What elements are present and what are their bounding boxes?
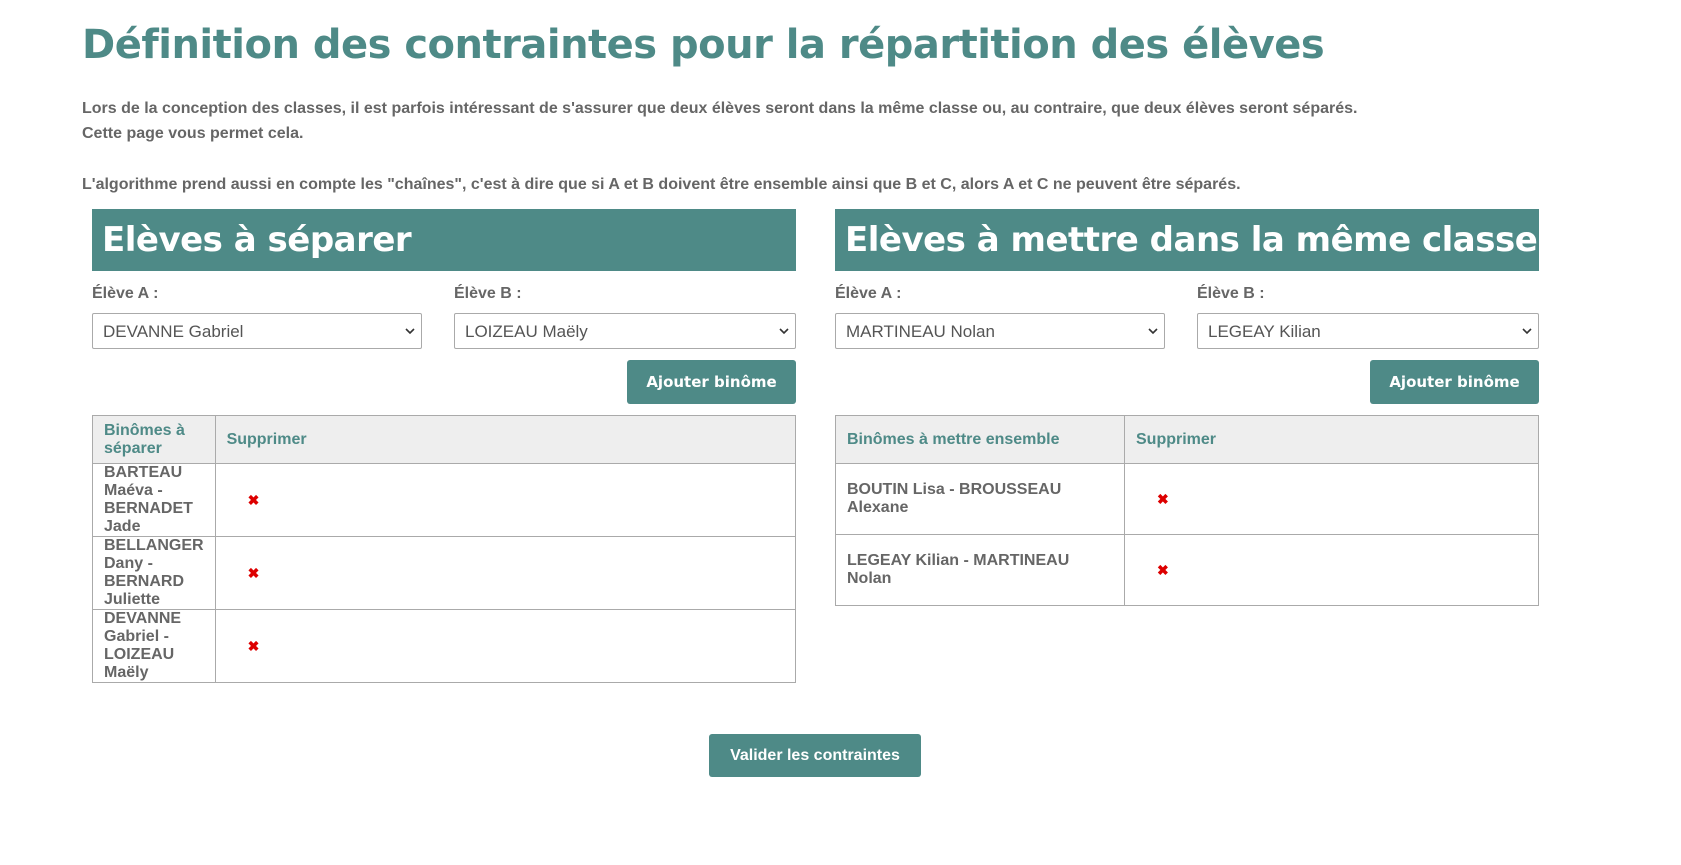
select[interactable]: MARTINEAU Nolan [835, 313, 1165, 349]
page-title: Définition des contraintes pour la répar… [82, 22, 1325, 68]
chevron [405, 328, 415, 335]
submit-button[interactable]: Valider les contraintes [709, 734, 921, 777]
pair: BARTEAU Maéva - BERNADET Jade [92, 463, 216, 537]
add-button[interactable]: Ajouter binôme [627, 360, 796, 404]
chevron [1522, 328, 1532, 335]
select-value: MARTINEAU Nolan [846, 322, 995, 341]
select-value: LOIZEAU Maëly [465, 322, 588, 341]
section: Elèves à séparer Élève A : Élève B : DEV… [92, 209, 797, 709]
select[interactable]: LOIZEAU Maëly [454, 313, 796, 349]
label: Élève A : [92, 285, 159, 302]
delete-icon[interactable]: ✖ [214, 463, 797, 537]
pair: BELLANGER Dany - BERNARD Juliette [92, 536, 216, 610]
delete-icon[interactable]: ✖ [1124, 534, 1539, 606]
select[interactable]: DEVANNE Gabriel [92, 313, 422, 349]
pairs-table: Binômes à mettre ensemble Supprimer BOUTIN… [835, 415, 1539, 606]
section-title: Elèves à séparer [92, 209, 796, 271]
select[interactable]: LEGEAY Kilian [1197, 313, 1539, 349]
add-button[interactable]: Ajouter binôme [1370, 360, 1539, 404]
pair: LEGEAY Kilian - MARTINEAU Nolan [835, 534, 1125, 606]
label: Élève B : [454, 285, 522, 302]
intro-line: Lors de la conception des classes, il es… [82, 100, 1358, 117]
label: Élève B : [1197, 285, 1265, 302]
section-title: Elèves à mettre dans la même classe [835, 209, 1539, 271]
chevron [1148, 328, 1158, 335]
table-row: BARTEAU Maéva - BERNADET Jade ✖ [92, 463, 797, 537]
table-row: DEVANNE Gabriel - LOIZEAU Maëly ✖ [92, 609, 797, 683]
table-row: BOUTIN Lisa - BROUSSEAU Alexane ✖ [835, 463, 1539, 535]
delete-icon[interactable]: ✖ [214, 609, 797, 683]
delete-icon[interactable]: ✖ [1124, 463, 1539, 535]
section: Elèves à mettre dans la même classe Élèv… [835, 209, 1539, 709]
label: Élève A : [835, 285, 902, 302]
pair: BOUTIN Lisa - BROUSSEAU Alexane [835, 463, 1125, 535]
column-header: Supprimer [214, 415, 797, 464]
column-header: Supprimer [1124, 415, 1539, 464]
intro-line: Cette page vous permet cela. [82, 125, 304, 142]
select-value: DEVANNE Gabriel [103, 322, 244, 341]
column-header: Binômes à mettre ensemble [835, 415, 1125, 464]
select-value: LEGEAY Kilian [1208, 322, 1321, 341]
table-row: LEGEAY Kilian - MARTINEAU Nolan ✖ [835, 534, 1539, 606]
table-row: BELLANGER Dany - BERNARD Juliette ✖ [92, 536, 797, 610]
intro-line: L'algorithme prend aussi en compte les "… [82, 176, 1241, 193]
chevron [779, 328, 789, 335]
pair: DEVANNE Gabriel - LOIZEAU Maëly [92, 609, 216, 683]
column-header: Binômes à séparer [92, 415, 216, 464]
delete-icon[interactable]: ✖ [214, 536, 797, 610]
pairs-table: Binômes à séparer Supprimer BARTEAU Maéva … [92, 415, 797, 683]
